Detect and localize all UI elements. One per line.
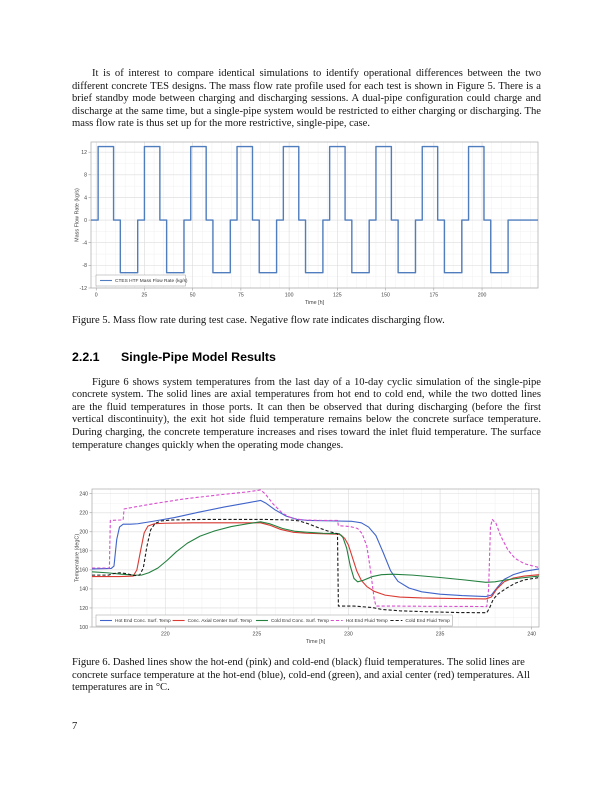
svg-text:12: 12 — [81, 150, 87, 156]
svg-text:240: 240 — [79, 492, 88, 498]
svg-text:Cold End Fluid Temp: Cold End Fluid Temp — [405, 618, 450, 624]
paragraph-intro: It is of interest to compare identical s… — [72, 68, 541, 130]
figure5-chart: 0 25 50 75 100 125 150 175 200 -12 -8 -4 0 4 8 12 Time [… — [72, 139, 541, 305]
section-number: 2.2.1 — [72, 349, 100, 364]
svg-text:240: 240 — [527, 632, 536, 638]
svg-text:225: 225 — [253, 632, 262, 638]
svg-text:Temperature (degC): Temperature (degC) — [75, 534, 81, 582]
svg-text:235: 235 — [436, 632, 445, 638]
mass-flow-rate-chart: 0 25 50 75 100 125 150 175 200 -12 -8 -4 0 4 8 12 Time [… — [75, 141, 539, 305]
svg-text:120: 120 — [79, 606, 88, 612]
section-title: Single-Pipe Model Results — [121, 349, 276, 364]
page-number: 7 — [72, 720, 78, 732]
svg-text:Hot End Conc. Surf. Temp: Hot End Conc. Surf. Temp — [115, 618, 171, 624]
svg-text:0: 0 — [95, 292, 98, 298]
figure5-caption: Figure 5. Mass flow rate during test cas… — [72, 314, 445, 326]
figure6-caption: Figure 6. Dashed lines show the hot-end … — [72, 657, 530, 694]
svg-text:Cold End Conc. Surf. Temp: Cold End Conc. Surf. Temp — [271, 618, 329, 624]
svg-text:0: 0 — [84, 218, 87, 224]
svg-text:100: 100 — [285, 292, 294, 298]
svg-text:160: 160 — [79, 568, 88, 574]
svg-text:Conc. Axial Center Surf. Temp: Conc. Axial Center Surf. Temp — [188, 618, 252, 624]
svg-text:75: 75 — [238, 292, 244, 298]
svg-text:25: 25 — [142, 292, 148, 298]
svg-text:Mass Flow Rate (kg/s): Mass Flow Rate (kg/s) — [75, 188, 81, 242]
svg-text:100: 100 — [79, 625, 88, 631]
paragraph-results: Figure 6 shows system temperatures from … — [72, 376, 541, 451]
figure6-chart: 220 225 230 235 240 100 120 140 160 180 200 220 240 T… — [72, 484, 541, 646]
section-heading: 2.2.1 Single-Pipe Model Results — [72, 350, 541, 364]
svg-text:CTES HTF Mass Flow Rate (kg/s): CTES HTF Mass Flow Rate (kg/s) — [115, 278, 188, 284]
svg-text:220: 220 — [161, 632, 170, 638]
svg-text:Time [h]: Time [h] — [305, 300, 325, 305]
svg-text:230: 230 — [344, 632, 353, 638]
svg-text:8: 8 — [84, 173, 87, 179]
svg-text:200: 200 — [79, 530, 88, 536]
svg-text:-4: -4 — [82, 240, 87, 246]
svg-text:50: 50 — [190, 292, 196, 298]
svg-text:220: 220 — [79, 511, 88, 517]
svg-text:150: 150 — [381, 292, 390, 298]
svg-text:140: 140 — [79, 587, 88, 593]
svg-text:125: 125 — [333, 292, 342, 298]
svg-text:-8: -8 — [82, 263, 87, 269]
svg-text:-12: -12 — [80, 286, 88, 292]
svg-text:200: 200 — [478, 292, 487, 298]
svg-text:Time [h]: Time [h] — [306, 639, 326, 645]
svg-text:4: 4 — [84, 195, 87, 201]
svg-text:Hot End Fluid Temp: Hot End Fluid Temp — [346, 618, 388, 624]
svg-text:175: 175 — [429, 292, 438, 298]
temperature-chart: 220 225 230 235 240 100 120 140 160 180 200 220 240 T… — [75, 488, 540, 645]
svg-text:180: 180 — [79, 549, 88, 555]
